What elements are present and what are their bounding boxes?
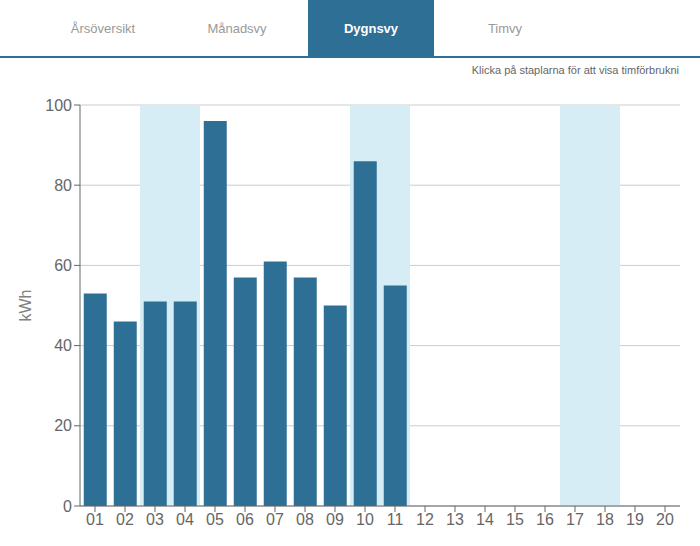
- svg-text:80: 80: [54, 177, 72, 194]
- svg-text:20: 20: [656, 511, 674, 528]
- svg-text:01: 01: [86, 511, 104, 528]
- svg-text:100: 100: [45, 97, 72, 114]
- svg-text:11: 11: [387, 511, 404, 528]
- svg-text:05: 05: [206, 511, 224, 528]
- svg-text:03: 03: [146, 511, 164, 528]
- svg-text:12: 12: [416, 511, 434, 528]
- svg-text:09: 09: [326, 511, 344, 528]
- svg-text:16: 16: [536, 511, 554, 528]
- svg-text:02: 02: [116, 511, 134, 528]
- svg-text:06: 06: [236, 511, 254, 528]
- html-text:Timvy: Timvy: [487, 20, 523, 36]
- svg-text:07: 07: [266, 511, 284, 528]
- svg-text:20: 20: [54, 417, 72, 434]
- html-text:Årsöversikt: Årsöversikt: [70, 20, 136, 36]
- svg-text:10: 10: [356, 511, 374, 528]
- svg-text:13: 13: [446, 511, 464, 528]
- svg-text:08: 08: [296, 511, 314, 528]
- svg-text:15: 15: [506, 511, 524, 528]
- html-text:Månadsvy: Månadsvy: [207, 20, 267, 36]
- svg-text:40: 40: [54, 337, 72, 354]
- svg-text:17: 17: [566, 511, 584, 528]
- svg-text:60: 60: [54, 257, 72, 274]
- html-text:Klicka på staplarna för att vi: Klicka på staplarna för att visa timförb…: [471, 64, 679, 76]
- svg-text:04: 04: [176, 511, 194, 528]
- html-text:Dygnsvy: Dygnsvy: [343, 20, 399, 36]
- svg-text:18: 18: [596, 511, 614, 528]
- svg-text:kWh: kWh: [17, 290, 34, 322]
- svg-text:14: 14: [476, 511, 494, 528]
- svg-text:19: 19: [626, 511, 644, 528]
- svg-text:0: 0: [63, 498, 72, 515]
